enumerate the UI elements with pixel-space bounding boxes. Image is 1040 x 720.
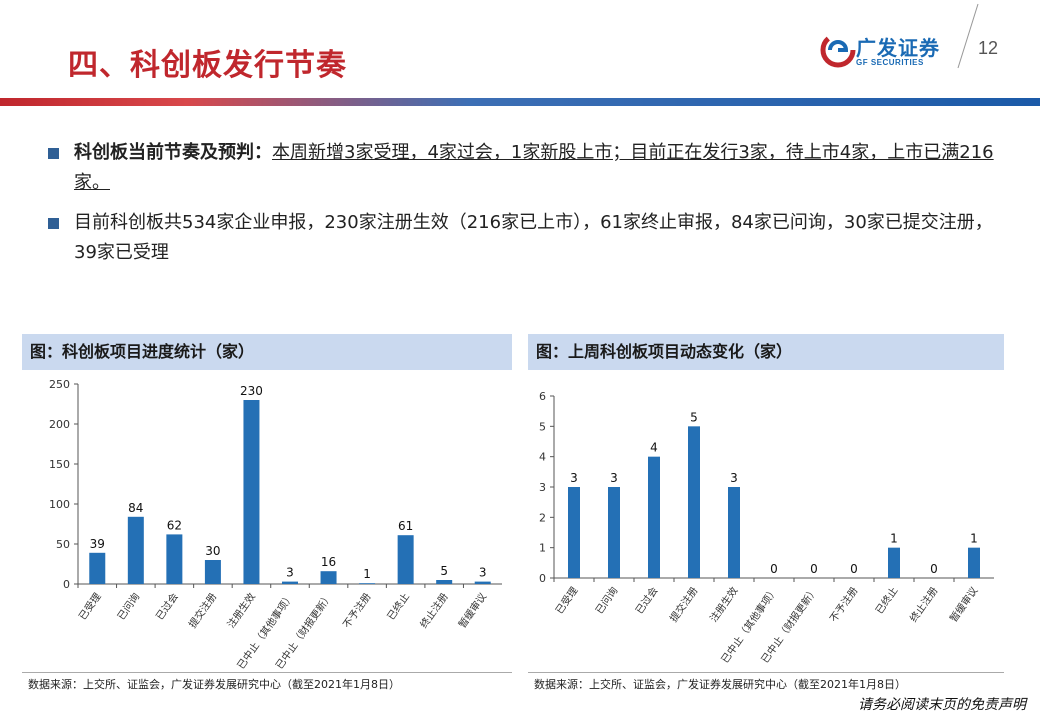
bar bbox=[89, 552, 106, 584]
x-tick-label: 提交注册 bbox=[667, 584, 701, 624]
data-source-note: 数据来源：上交所、证监会，广发证券发展研究中心（截至2021年1月8日） bbox=[528, 672, 1004, 697]
bullet-square-icon bbox=[48, 148, 59, 159]
x-tick-label: 已过会 bbox=[153, 590, 181, 622]
x-tick-label: 不予注册 bbox=[340, 590, 374, 630]
bullet-item-2: 目前科创板共534家企业申报，230家注册生效（216家已上市），61家终止审报… bbox=[44, 208, 1014, 268]
bullet-item-1: 科创板当前节奏及预判：本周新增3家受理，4家过会，1家新股上市；目前正在发行3家… bbox=[44, 138, 1014, 198]
weekly-change-chart: 01234563已受理3已问询4已过会5提交注册3注册生效0已中止（其他事项）0… bbox=[539, 390, 994, 665]
data-label: 84 bbox=[128, 501, 143, 515]
logo-text-cn: 广发证券 bbox=[856, 36, 940, 60]
x-tick-label: 已受理 bbox=[77, 591, 104, 622]
y-tick-label: 100 bbox=[49, 498, 70, 511]
data-label: 62 bbox=[167, 518, 182, 532]
bar bbox=[359, 583, 376, 584]
header-banner-bar bbox=[0, 98, 1040, 106]
x-tick-label: 已过会 bbox=[633, 584, 661, 616]
bar bbox=[436, 580, 453, 584]
disclaimer-note: 请务必阅读末页的免责声明 bbox=[858, 697, 1026, 713]
x-tick-label: 已问询 bbox=[593, 584, 621, 616]
bullet-list: 科创板当前节奏及预判：本周新增3家受理，4家过会，1家新股上市；目前正在发行3家… bbox=[44, 138, 1014, 278]
bar bbox=[320, 571, 337, 584]
data-label: 3 bbox=[610, 471, 618, 485]
data-label: 3 bbox=[479, 566, 487, 580]
bar bbox=[474, 581, 491, 584]
data-label: 1 bbox=[363, 567, 371, 581]
bullet-square-icon bbox=[48, 218, 59, 229]
bullet-text: 本周新增3家受理，4家过会，1家新股上市；目前正在发行3家，待上市4家，上市已满… bbox=[74, 142, 994, 193]
x-tick-label: 注册生效 bbox=[707, 584, 741, 624]
progress-stats-chart: 0 50 100 150 200 250 39 已受理 84 已问询 62 已过会 30 提交注册 230 注… bbox=[49, 378, 502, 670]
progress-stats-panel: 图：科创板项目进度统计（家） 0 50 100 150 200 250 39 已受理 84 已问询… bbox=[22, 334, 512, 704]
bar bbox=[397, 535, 414, 584]
bar bbox=[243, 400, 260, 584]
bar bbox=[282, 581, 298, 584]
y-tick-label: 50 bbox=[56, 538, 70, 551]
logo-text-en: GF SECURITIES bbox=[856, 58, 924, 67]
bar bbox=[166, 534, 183, 584]
x-tick-label: 已受理 bbox=[553, 585, 580, 616]
bar bbox=[888, 547, 900, 578]
bar bbox=[648, 456, 660, 578]
y-tick-label: 150 bbox=[49, 458, 70, 471]
y-tick-label: 2 bbox=[539, 511, 546, 524]
y-tick-label: 6 bbox=[539, 390, 546, 403]
page-number: 12 bbox=[978, 38, 999, 58]
bar bbox=[127, 516, 144, 584]
x-tick-label: 暂缓审议 bbox=[947, 584, 981, 624]
y-tick-label: 200 bbox=[49, 418, 70, 431]
x-tick-label: 提交注册 bbox=[186, 590, 220, 630]
bar bbox=[204, 560, 221, 584]
data-label: 1 bbox=[890, 532, 898, 546]
data-label: 3 bbox=[570, 471, 578, 485]
data-label: 16 bbox=[321, 555, 336, 569]
slide-title: 四、科创板发行节奏 bbox=[68, 48, 347, 83]
bar bbox=[568, 487, 580, 578]
data-label: 5 bbox=[690, 410, 698, 424]
y-tick-label: 3 bbox=[539, 481, 546, 494]
x-tick-label: 已问询 bbox=[114, 590, 142, 622]
gf-logo-icon bbox=[820, 32, 856, 68]
panel-title: 图：上周科创板项目动态变化（家） bbox=[528, 334, 1004, 370]
data-label: 0 bbox=[810, 562, 818, 576]
x-tick-label: 终止注册 bbox=[907, 584, 941, 624]
data-label: 0 bbox=[770, 562, 778, 576]
y-tick-label: 0 bbox=[63, 578, 70, 591]
data-label: 4 bbox=[650, 441, 658, 455]
y-tick-label: 4 bbox=[539, 451, 546, 464]
data-label: 61 bbox=[398, 519, 413, 533]
data-label: 30 bbox=[205, 544, 220, 558]
bar bbox=[968, 547, 980, 578]
bar bbox=[608, 487, 620, 578]
divider-slash bbox=[957, 3, 979, 69]
y-tick-label: 0 bbox=[539, 572, 546, 585]
data-label: 3 bbox=[730, 471, 738, 485]
company-logo: 广发证券 GF SECURITIES bbox=[820, 30, 950, 72]
bullet-lead: 科创板当前节奏及预判： bbox=[74, 142, 272, 163]
data-source-note: 数据来源：上交所、证监会，广发证券发展研究中心（截至2021年1月8日） bbox=[22, 672, 512, 697]
panel-title: 图：科创板项目进度统计（家） bbox=[22, 334, 512, 370]
y-tick-label: 1 bbox=[539, 542, 546, 555]
y-tick-label: 250 bbox=[49, 378, 70, 391]
x-tick-label: 终止注册 bbox=[417, 590, 451, 630]
bar bbox=[728, 487, 740, 578]
x-tick-label: 已终止 bbox=[384, 590, 412, 622]
data-label: 0 bbox=[930, 562, 938, 576]
x-tick-label: 注册生效 bbox=[224, 590, 258, 630]
data-label: 3 bbox=[286, 566, 294, 580]
x-tick-label: 已终止 bbox=[873, 584, 901, 616]
y-tick-label: 5 bbox=[539, 420, 546, 433]
data-label: 5 bbox=[440, 564, 448, 578]
x-tick-label: 不予注册 bbox=[827, 584, 861, 624]
data-label: 0 bbox=[850, 562, 858, 576]
data-label: 39 bbox=[90, 537, 105, 551]
weekly-change-panel: 图：上周科创板项目动态变化（家） 0 1 2 3 4 5 6 3 已受理 3 已问询 4 已过会 5 提交注… bbox=[528, 334, 1004, 704]
data-label: 230 bbox=[240, 384, 263, 398]
x-tick-label: 暂缓审议 bbox=[456, 590, 490, 630]
bullet-text: 目前科创板共534家企业申报，230家注册生效（216家已上市），61家终止审报… bbox=[74, 212, 993, 263]
data-label: 1 bbox=[970, 532, 978, 546]
bar bbox=[688, 426, 700, 578]
